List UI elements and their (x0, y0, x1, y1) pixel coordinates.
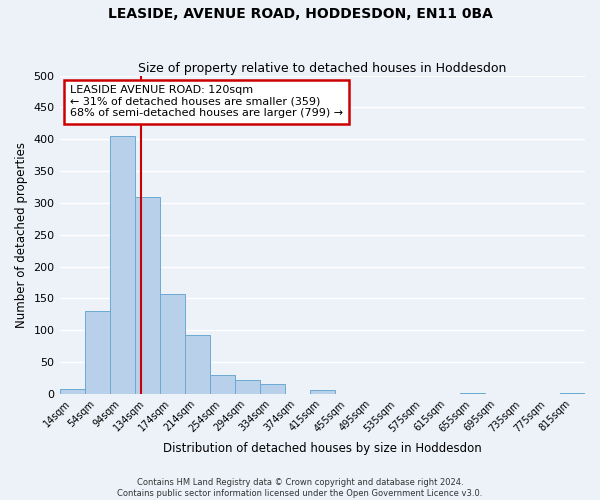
Bar (260, 384, 285, 394)
Text: LEASIDE, AVENUE ROAD, HODDESDON, EN11 0BA: LEASIDE, AVENUE ROAD, HODDESDON, EN11 0B… (107, 8, 493, 22)
Bar (460, 392, 485, 394)
Bar (235, 380, 260, 394)
Bar (134, 196, 160, 394)
Bar (59, 390, 85, 394)
Text: Contains HM Land Registry data © Crown copyright and database right 2024.
Contai: Contains HM Land Registry data © Crown c… (118, 478, 482, 498)
Bar (560, 393, 585, 394)
Bar (310, 390, 335, 394)
Text: LEASIDE AVENUE ROAD: 120sqm
← 31% of detached houses are smaller (359)
68% of se: LEASIDE AVENUE ROAD: 120sqm ← 31% of det… (70, 85, 343, 118)
Bar (185, 336, 209, 394)
Bar (160, 294, 185, 394)
Bar (209, 374, 235, 394)
X-axis label: Distribution of detached houses by size in Hoddesdon: Distribution of detached houses by size … (163, 442, 482, 455)
Title: Size of property relative to detached houses in Hoddesdon: Size of property relative to detached ho… (138, 62, 506, 74)
Bar (85, 311, 110, 394)
Bar (110, 136, 134, 394)
Y-axis label: Number of detached properties: Number of detached properties (15, 142, 28, 328)
